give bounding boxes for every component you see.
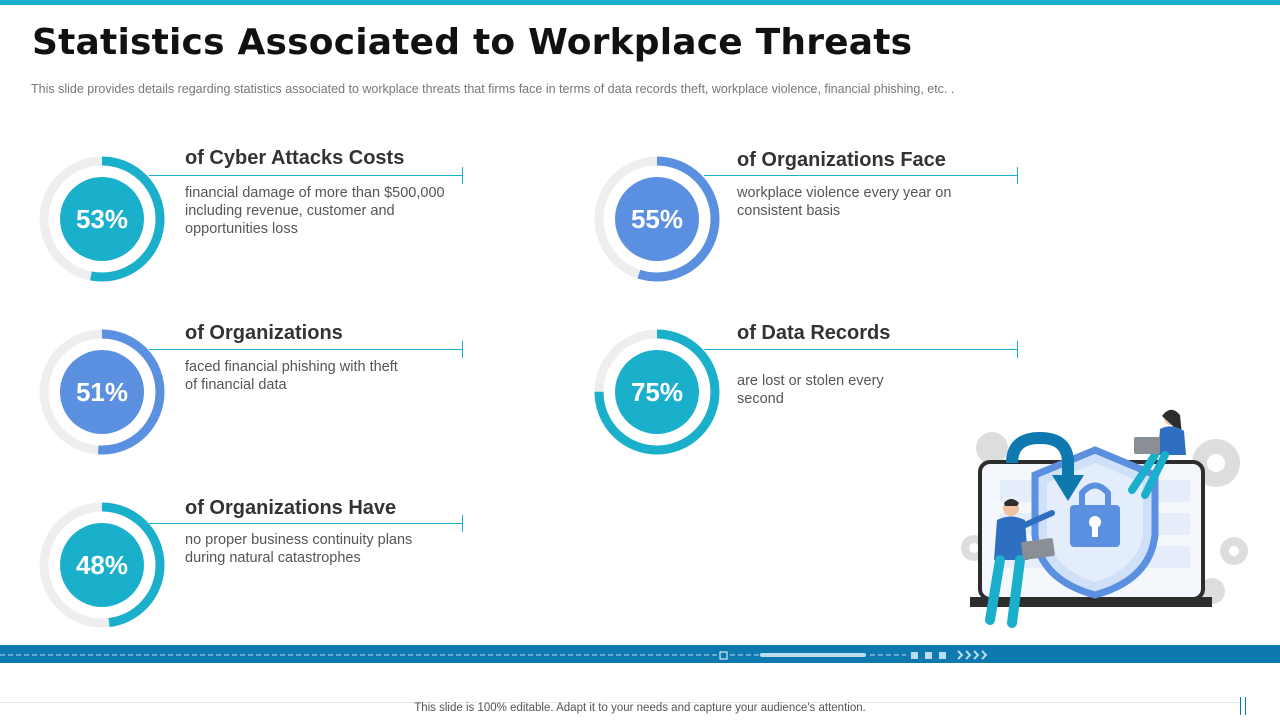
padlock-shackle [1079,482,1111,507]
progress-ring [594,156,720,282]
progress-ring [39,502,165,628]
stat-card-continuity-plans: 48% of Organizations Have no proper busi… [37,497,467,630]
stat-card-cyber-attacks: 53% of Cyber Attacks Costs financial dam… [37,147,467,284]
stat-description-line: second [737,391,784,407]
stat-description: are lost or stolen every second [737,372,1027,408]
stat-description: workplace violence every year on consist… [737,184,1027,220]
person-sitting-figure [1128,409,1186,499]
person-figure [985,499,1055,628]
stat-heading: of Organizations Face [737,149,946,171]
progress-ring [39,329,165,455]
stat-percentage: 51% [75,376,129,407]
arrow-icon [1006,431,1074,475]
stat-percentage: 55% [630,203,684,234]
stat-connector-line [149,349,463,350]
stat-connector-tick [462,341,463,358]
stat-description-line: during natural catastrophes [185,550,361,566]
top-accent-bar [0,0,1280,5]
progress-ring [594,329,720,455]
footer-marker [1240,697,1246,715]
stat-connector-line [149,523,463,524]
stat-heading: of Organizations Have [185,497,397,519]
stat-connector-tick [462,515,463,532]
stat-description-line: faced financial phishing with theft [185,359,398,375]
stat-connector-tick [1017,341,1018,358]
stat-connector-tick [462,167,463,184]
slide-subtitle: This slide provides details regarding st… [31,82,955,96]
progress-ring [39,156,165,282]
slide-title: Statistics Associated to Workplace Threa… [32,22,913,63]
footer-note: This slide is 100% editable. Adapt it to… [414,702,866,714]
stat-description-line: workplace violence every year on [737,185,952,201]
stat-heading: of Organizations [185,322,343,344]
stat-description-line: opportunities loss [185,221,298,237]
stat-percentage: 75% [630,376,684,407]
stat-percentage: 48% [75,549,129,580]
stat-card-organizations-phishing: 51% of Organizations faced financial phi… [37,322,467,457]
stat-description: faced financial phishing with theft of f… [185,358,475,394]
stat-card-data-records: 75% of Data Records are lost or stolen e… [592,322,1022,457]
stat-connector-tick [1017,167,1018,184]
bottom-decorative-band [0,645,1280,663]
stat-description-line: financial damage of more than $500,000 [185,185,445,201]
stat-description-line: including revenue, customer and [185,203,395,219]
stat-heading: of Data Records [737,322,891,344]
stat-description-line: consistent basis [737,203,841,219]
stat-connector-line [149,175,463,176]
stat-card-workplace-violence: 55% of Organizations Face workplace viol… [592,149,1022,284]
stat-description-line: of financial data [185,377,287,393]
progress-track [0,650,988,660]
security-illustration [961,409,1248,628]
stat-percentage: 53% [75,203,129,234]
stat-description: financial damage of more than $500,000 i… [185,184,475,238]
footer-divider [0,702,1240,703]
stat-description-line: are lost or stolen every [737,373,884,389]
stat-description-line: no proper business continuity plans [185,532,413,548]
stat-connector-line [704,349,1018,350]
stat-connector-line [704,175,1018,176]
stat-heading: of Cyber Attacks Costs [185,147,405,169]
stat-description: no proper business continuity plans duri… [185,531,475,567]
laptop-base [970,597,1212,607]
